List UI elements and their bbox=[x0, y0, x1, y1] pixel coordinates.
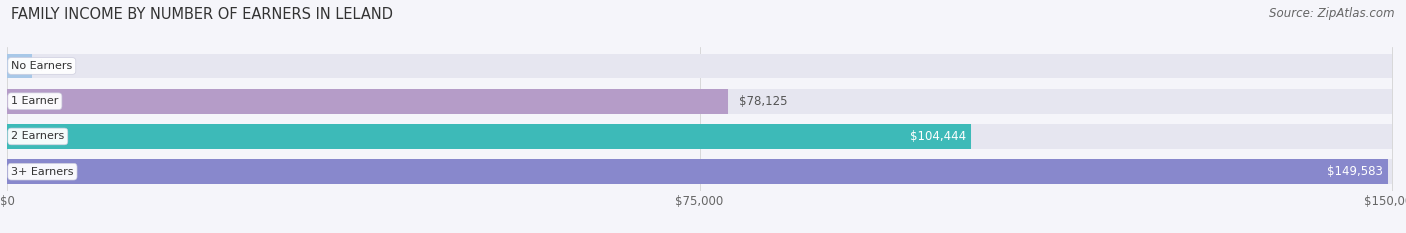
Text: No Earners: No Earners bbox=[11, 61, 73, 71]
FancyBboxPatch shape bbox=[7, 54, 32, 78]
FancyBboxPatch shape bbox=[7, 124, 972, 149]
FancyBboxPatch shape bbox=[7, 124, 1392, 149]
FancyBboxPatch shape bbox=[7, 54, 1392, 78]
Text: $104,444: $104,444 bbox=[910, 130, 966, 143]
Text: 1 Earner: 1 Earner bbox=[11, 96, 59, 106]
Text: $78,125: $78,125 bbox=[740, 95, 787, 108]
Text: 3+ Earners: 3+ Earners bbox=[11, 167, 73, 177]
FancyBboxPatch shape bbox=[7, 89, 728, 113]
FancyBboxPatch shape bbox=[7, 159, 1388, 184]
Text: $0: $0 bbox=[38, 59, 52, 72]
Text: FAMILY INCOME BY NUMBER OF EARNERS IN LELAND: FAMILY INCOME BY NUMBER OF EARNERS IN LE… bbox=[11, 7, 394, 22]
Text: Source: ZipAtlas.com: Source: ZipAtlas.com bbox=[1270, 7, 1395, 20]
FancyBboxPatch shape bbox=[7, 159, 1392, 184]
Text: 2 Earners: 2 Earners bbox=[11, 131, 65, 141]
FancyBboxPatch shape bbox=[7, 89, 1392, 113]
Text: $149,583: $149,583 bbox=[1327, 165, 1382, 178]
